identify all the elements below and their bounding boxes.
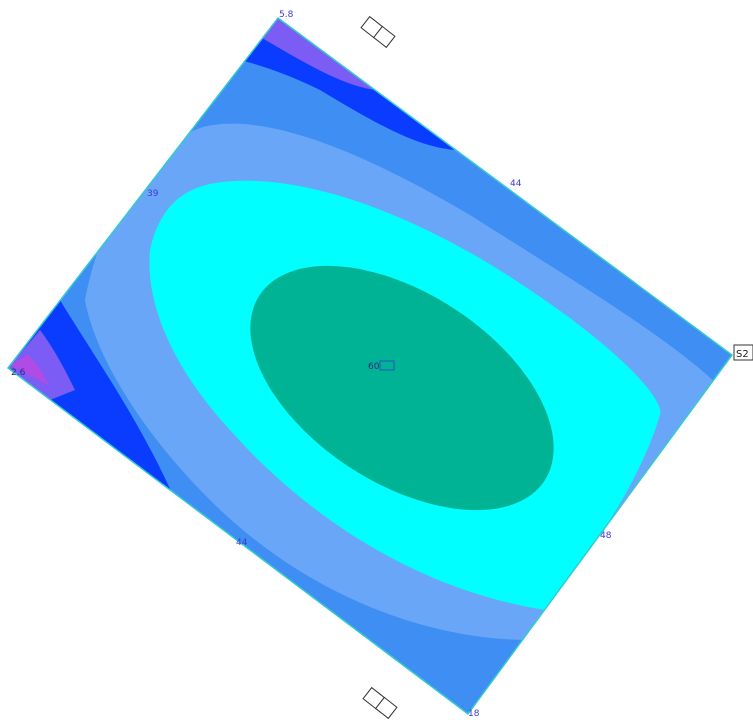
center-marker-box [379,360,395,371]
label-left-corner: 2.6 [11,368,26,378]
s2-marker-label: S2 [736,349,749,360]
s2-marker: S2 [733,344,753,361]
contour-violet-top [262,18,375,90]
label-bottom-left-edge: 44 [236,538,248,548]
contour-core [250,265,554,511]
support-marker-top [360,15,396,49]
contour-violet-left [8,330,75,400]
label-left-edge: 39 [147,189,159,199]
contour-magenta-left [10,355,48,385]
support-marker-bottom [362,686,398,720]
label-top-corner: 5.8 [279,10,294,20]
label-top-right-edge: 44 [510,179,522,189]
plate-outline [6,16,734,716]
label-bottom-corner: 18 [468,709,480,719]
label-right-lower-edge: 48 [600,531,612,541]
label-center: 60 [368,362,380,372]
